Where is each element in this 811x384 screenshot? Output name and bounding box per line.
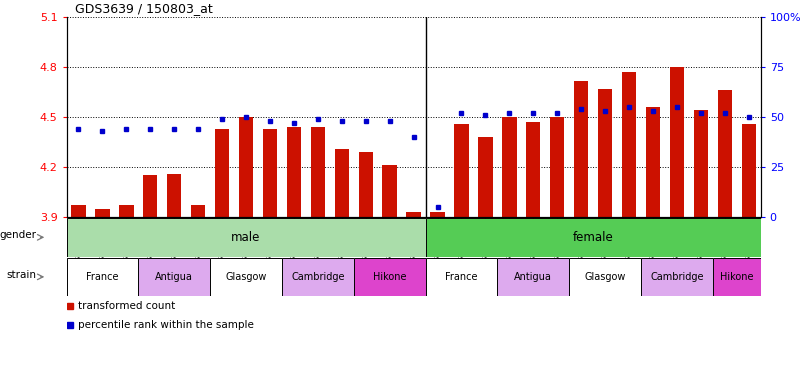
Text: female: female	[573, 231, 614, 244]
Bar	[646, 107, 660, 217]
Text: Hikone: Hikone	[720, 272, 753, 282]
Bar	[335, 149, 349, 217]
Bar	[215, 129, 230, 217]
Bar	[622, 72, 637, 217]
Bar	[71, 205, 86, 217]
Bar	[454, 124, 469, 217]
Bar	[670, 67, 684, 217]
Text: percentile rank within the sample: percentile rank within the sample	[78, 320, 254, 330]
Bar	[263, 129, 277, 217]
Bar	[311, 127, 325, 217]
Text: Cambridge: Cambridge	[291, 272, 345, 282]
Text: France: France	[86, 272, 118, 282]
Text: gender: gender	[0, 230, 36, 240]
Text: Antigua: Antigua	[514, 272, 552, 282]
Bar	[693, 111, 708, 217]
Text: Glasgow: Glasgow	[225, 272, 267, 282]
Bar	[119, 205, 134, 217]
Bar	[478, 137, 492, 217]
Bar	[95, 209, 109, 217]
Bar	[167, 174, 182, 217]
Bar	[718, 91, 732, 217]
Bar	[191, 205, 205, 217]
Bar	[550, 117, 564, 217]
Text: transformed count: transformed count	[78, 301, 175, 311]
Bar	[526, 122, 540, 217]
Text: Hikone: Hikone	[373, 272, 406, 282]
Text: GDS3639 / 150803_at: GDS3639 / 150803_at	[75, 2, 212, 15]
Bar	[383, 166, 397, 217]
Text: Antigua: Antigua	[155, 272, 193, 282]
Bar	[741, 124, 756, 217]
Bar	[143, 175, 157, 217]
Bar	[431, 212, 444, 217]
Text: Cambridge: Cambridge	[650, 272, 704, 282]
Bar	[574, 81, 588, 217]
Text: male: male	[231, 231, 260, 244]
Bar	[239, 117, 253, 217]
Text: Glasgow: Glasgow	[585, 272, 626, 282]
Bar	[406, 212, 421, 217]
Text: France: France	[445, 272, 478, 282]
Bar	[598, 89, 612, 217]
Text: strain: strain	[6, 270, 36, 280]
Bar	[287, 127, 301, 217]
Bar	[502, 117, 517, 217]
Bar	[358, 152, 373, 217]
